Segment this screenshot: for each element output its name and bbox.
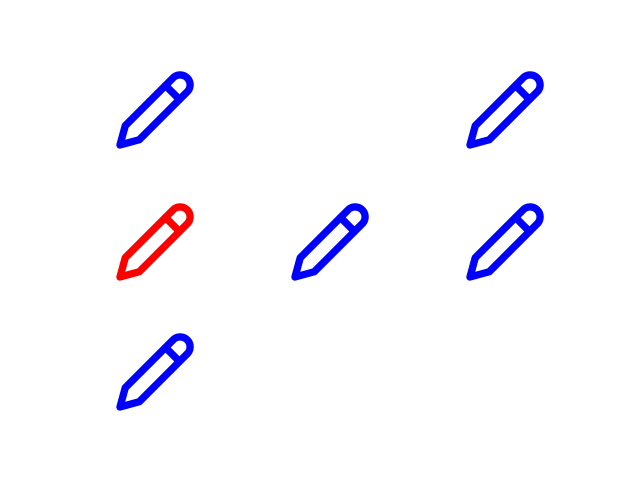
pencil-icon[interactable] <box>113 330 197 414</box>
pencil-icon-svg <box>291 203 369 281</box>
pencil-icon-svg <box>116 71 194 149</box>
pencil-icon-svg <box>466 71 544 149</box>
pencil-icon[interactable] <box>288 200 372 284</box>
pencil-icon[interactable] <box>113 68 197 152</box>
pencil-icon-svg <box>466 203 544 281</box>
pencil-icon-highlighted[interactable] <box>113 200 197 284</box>
pencil-icon-svg <box>116 203 194 281</box>
pencil-icon-svg <box>116 333 194 411</box>
pencil-icon[interactable] <box>463 68 547 152</box>
pencil-icon[interactable] <box>463 200 547 284</box>
